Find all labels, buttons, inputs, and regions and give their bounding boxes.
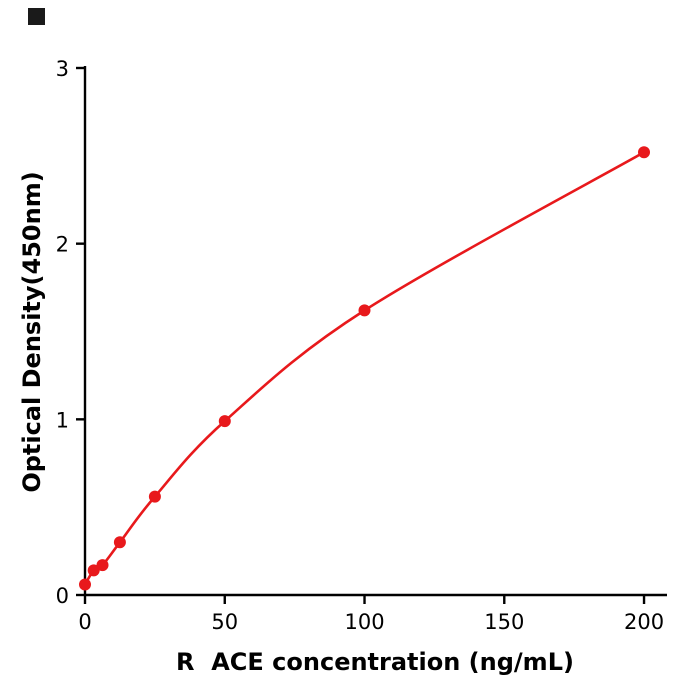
data-point xyxy=(87,564,100,577)
y-tick-label: 0 xyxy=(56,584,69,608)
data-point xyxy=(148,490,161,503)
data-point xyxy=(79,578,91,591)
x-axis-title: R ACE concentration (ng/mL) xyxy=(176,648,574,676)
y-tick-label: 3 xyxy=(56,57,69,81)
x-tick-label: 200 xyxy=(624,610,664,634)
data-point xyxy=(96,559,109,572)
y-tick-label: 2 xyxy=(56,233,69,257)
data-point xyxy=(218,415,231,428)
data-point xyxy=(358,304,371,317)
x-tick-label: 0 xyxy=(78,610,91,634)
standard-curve-line xyxy=(83,151,645,586)
plot-area: 0 50 100 150 200 0 1 2 3 xyxy=(56,57,667,634)
corner-mark xyxy=(28,8,45,25)
data-point xyxy=(638,146,650,159)
y-tick-label: 1 xyxy=(56,408,69,432)
x-tick-label: 50 xyxy=(211,610,238,634)
y-axis-title: Optical Density(450nm) xyxy=(18,171,46,492)
data-point xyxy=(113,536,126,549)
x-tick-label: 100 xyxy=(344,610,384,634)
x-tick-label: 150 xyxy=(484,610,524,634)
